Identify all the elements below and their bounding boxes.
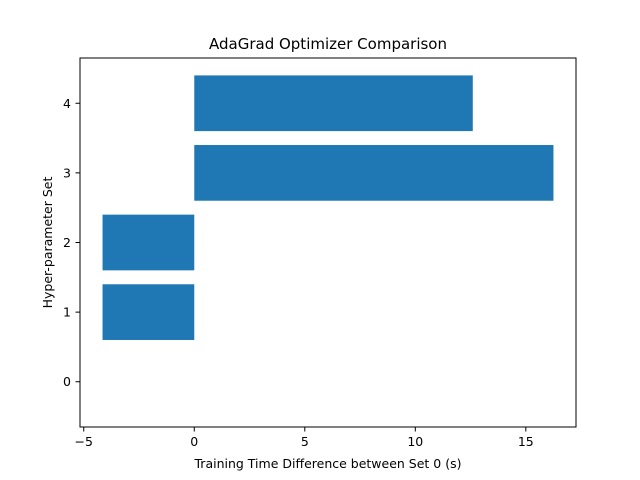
x-axis-label: Training Time Difference between Set 0 (… — [194, 456, 462, 471]
bars-group — [102, 75, 554, 340]
chart-title: AdaGrad Optimizer Comparison — [209, 35, 447, 53]
x-tick-label: 0 — [190, 434, 198, 449]
y-tick-label: 2 — [63, 235, 71, 250]
y-axis-ticks: 0 1 2 3 4 — [63, 96, 80, 389]
x-tick-label: 10 — [407, 434, 423, 449]
x-tick-label: 15 — [518, 434, 534, 449]
y-tick-label: 0 — [63, 374, 71, 389]
bar-set-3 — [194, 145, 554, 201]
bar-set-2 — [102, 214, 195, 271]
y-tick-label: 4 — [63, 96, 71, 111]
y-tick-label: 1 — [63, 305, 71, 320]
x-tick-label: −5 — [75, 434, 93, 449]
x-tick-label: 5 — [301, 434, 309, 449]
bar-set-1 — [102, 284, 195, 340]
bar-set-4 — [194, 75, 473, 132]
y-axis-label: Hyper-parameter Set — [40, 177, 55, 309]
y-tick-label: 3 — [63, 165, 71, 180]
x-axis-ticks: −5 0 5 10 15 — [75, 427, 534, 449]
